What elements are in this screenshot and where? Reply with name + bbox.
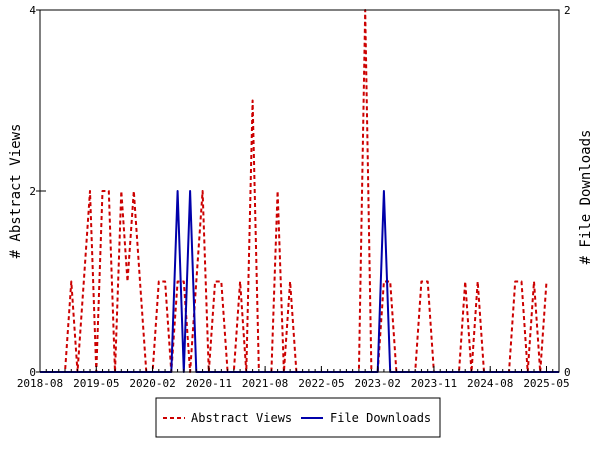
axes-layer: 2018-08 2019-05 2020-02 2020-11 2021-08 2022-… (17, 4, 571, 390)
x-tick-label: 2021-08 (242, 377, 288, 390)
legend-label-abstract-views: Abstract Views (191, 411, 292, 425)
x-tick-label: 2025-05 (523, 377, 569, 390)
y-right-tick-label: 2 (564, 4, 571, 17)
x-tick-label: 2019-05 (73, 377, 119, 390)
y-axis-title-left: # Abstract Views (8, 124, 24, 259)
plot-area (40, 10, 559, 372)
x-tick-label: 2018-08 (17, 377, 63, 390)
x-tick-label: 2023-02 (354, 377, 400, 390)
y-right-tick-label: 0 (564, 366, 571, 379)
legend-box (155, 397, 441, 438)
plot-background (40, 10, 559, 372)
x-tick-label: 2020-02 (129, 377, 175, 390)
x-tick-label: 2024-08 (467, 377, 513, 390)
x-tick-label: 2020-11 (186, 377, 232, 390)
series-line-abstract-views (40, 9, 548, 373)
y-left-tick-label: 2 (29, 185, 36, 198)
y-left-tick-label: 0 (29, 366, 36, 379)
x-tick-label: 2023-11 (411, 377, 457, 390)
y-axis-title-right: # File Downloads (578, 130, 594, 265)
legend-label-file-downloads: File Downloads (330, 411, 431, 425)
x-tick-label: 2022-05 (298, 377, 344, 390)
legend: Abstract Views File Downloads (155, 397, 441, 438)
y-left-tick-label: 4 (29, 4, 36, 17)
